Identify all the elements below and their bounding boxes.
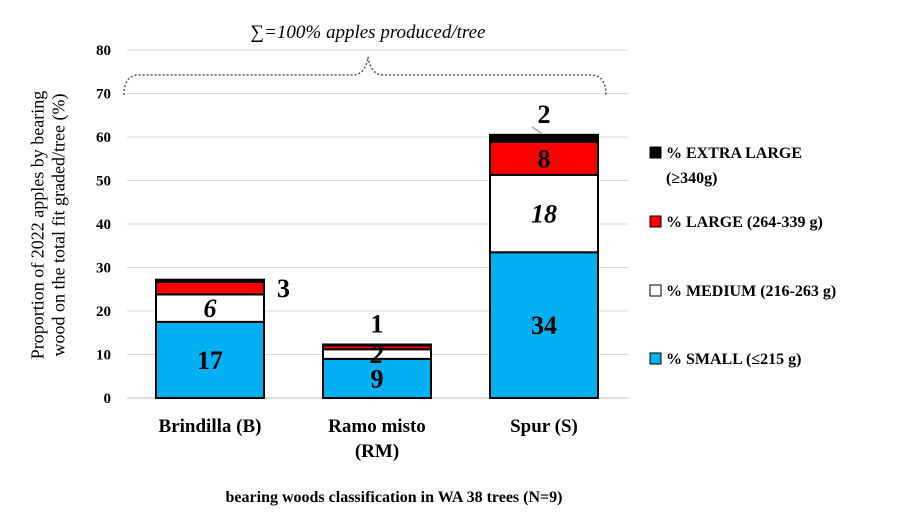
legend-swatch-1 bbox=[649, 146, 662, 159]
data-label-3-4: 2 bbox=[538, 100, 551, 129]
y-tick-label-10: 10 bbox=[96, 348, 111, 364]
legend-label-2-1: % LARGE (264-339 g) bbox=[666, 214, 823, 231]
bar-segment-3-1 bbox=[489, 251, 599, 399]
brace-path bbox=[123, 56, 607, 96]
bar-segment-1-3 bbox=[155, 280, 265, 296]
y-axis-label-line-1: Proportion of 2022 apples by bearing bbox=[28, 91, 48, 359]
y-tick-label-60: 60 bbox=[96, 130, 111, 146]
data-label-1-2: 6 bbox=[204, 294, 217, 323]
sum-brace bbox=[123, 56, 607, 96]
y-axis-label: Proportion of 2022 apples by bearing wood… bbox=[28, 91, 70, 359]
data-label-2-2: 2 bbox=[370, 340, 384, 369]
legend-label-1-1: % EXTRA LARGE bbox=[666, 145, 802, 162]
y-tick-label-70: 70 bbox=[96, 87, 111, 103]
y-tick-label-50: 50 bbox=[96, 174, 111, 190]
legend-swatch-4 bbox=[649, 352, 662, 365]
data-label-2-1: 9 bbox=[371, 364, 384, 393]
x-tick-label-3-1: Spur (S) bbox=[510, 416, 578, 437]
y-axis-label-line-2: wood on the total fit graded/tree (%) bbox=[49, 94, 70, 357]
bar-segment-2-1 bbox=[322, 357, 432, 400]
bar-segment-3-3 bbox=[489, 140, 599, 176]
y-tick-label-80: 80 bbox=[96, 43, 111, 59]
x-axis-label: bearing woods classification in WA 38 tr… bbox=[226, 489, 563, 506]
legend-label-1-2: (≥340g) bbox=[666, 170, 717, 187]
leader-line-3 bbox=[531, 126, 543, 135]
bar-segment-3-2 bbox=[489, 173, 599, 254]
bar-segment-1-4 bbox=[155, 278, 265, 283]
legend-label-3-1: % MEDIUM (216-263 g) bbox=[666, 283, 836, 300]
x-tick-label-1-1: Brindilla (B) bbox=[159, 416, 262, 437]
legend-swatch-3 bbox=[649, 284, 662, 297]
x-tick-label-2-2: (RM) bbox=[355, 441, 399, 462]
y-tick-label-20: 20 bbox=[96, 304, 111, 320]
bar-segment-1-1 bbox=[155, 320, 265, 399]
data-label-1-1: 17 bbox=[197, 346, 223, 375]
legend-label-4-1: % SMALL (≤215 g) bbox=[666, 351, 801, 368]
legend-swatch-2 bbox=[649, 215, 662, 228]
data-label-3-3: 8 bbox=[538, 144, 551, 173]
x-tick-label-2-1: Ramo misto bbox=[328, 416, 426, 437]
x-axis: Brindilla (B) Ramo misto (RM) Spur (S) bbox=[159, 416, 578, 462]
y-tick-label-40: 40 bbox=[96, 217, 111, 233]
y-tick-label-30: 30 bbox=[96, 261, 111, 277]
bar-segment-3-4 bbox=[489, 133, 599, 143]
y-axis-label-group: Proportion of 2022 apples by bearing wood… bbox=[28, 91, 70, 359]
data-label-3-1: 34 bbox=[531, 311, 557, 340]
legend: % EXTRA LARGE (≥340g) % LARGE (264-339 g)%… bbox=[649, 145, 836, 368]
data-label-2-3: 1 bbox=[371, 309, 384, 338]
data-label-1-3: 3 bbox=[277, 274, 290, 303]
bars bbox=[155, 133, 599, 400]
data-label-3-2: 18 bbox=[531, 200, 557, 229]
y-tick-label-0: 0 bbox=[104, 391, 112, 407]
bar-segment-1-2 bbox=[155, 293, 265, 323]
bar-segment-2-4 bbox=[322, 343, 432, 347]
sum-annotation: ∑=100% apples produced/tree bbox=[251, 22, 486, 43]
